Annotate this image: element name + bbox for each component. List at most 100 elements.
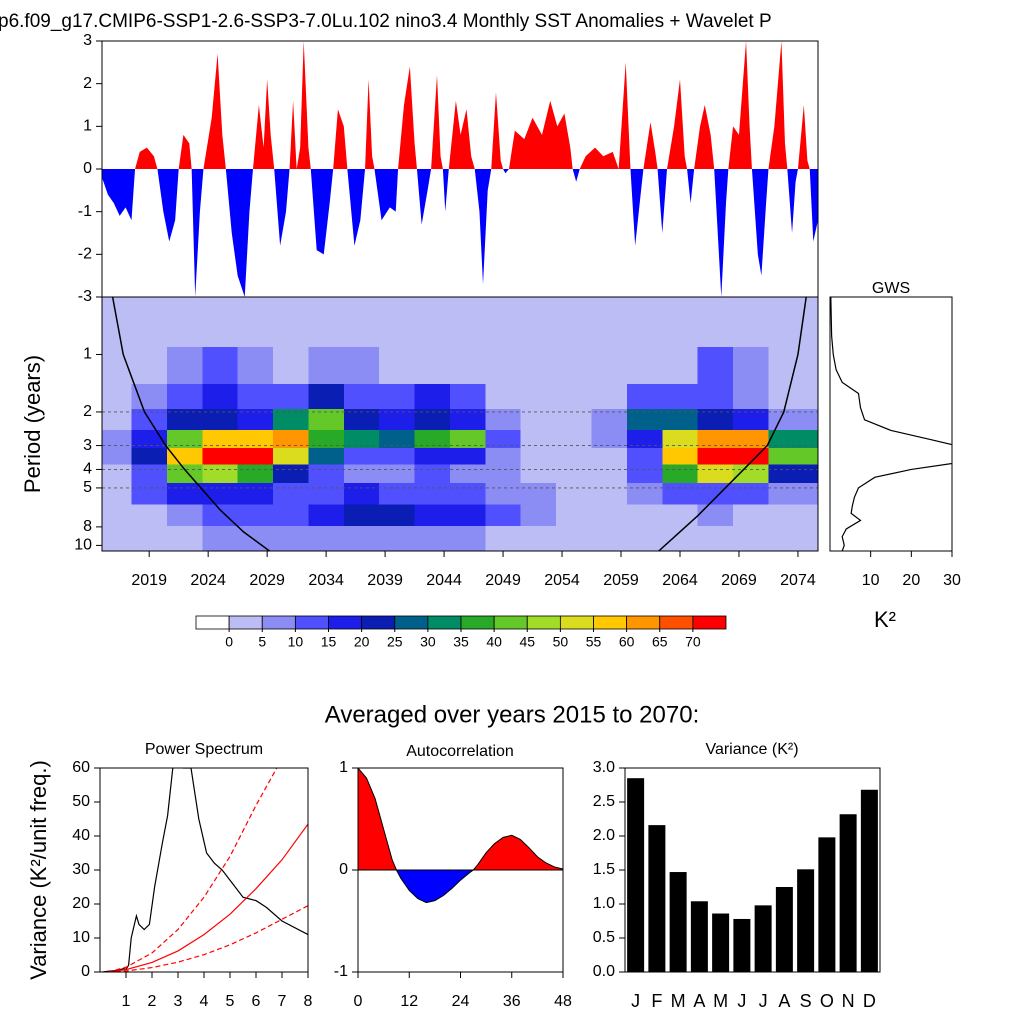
x-tick-label: 2064	[662, 572, 698, 589]
x-tick-label: 2074	[780, 572, 816, 589]
colorbar-label: 55	[586, 634, 602, 650]
bar	[775, 887, 793, 972]
y-tick-label: 40	[72, 827, 90, 844]
x-tick-label: N	[842, 991, 855, 1011]
wavelet-cell	[343, 429, 380, 449]
wavelet-cell	[520, 526, 557, 551]
x-tick-label: 2024	[190, 572, 226, 589]
wavelet-cell	[768, 447, 818, 466]
wavelet-cell	[733, 384, 770, 410]
wavelet-cell	[102, 504, 133, 527]
wavelet-cell	[449, 384, 486, 410]
colorbar-box	[559, 615, 594, 630]
wavelet-cell	[485, 297, 522, 348]
x-tick-label: 2059	[603, 572, 639, 589]
wavelet-cell	[131, 464, 168, 484]
y-tick-label: 2.0	[593, 827, 615, 844]
wavelet-cell	[449, 526, 486, 551]
wavelet-cell	[166, 526, 203, 551]
y-tick-label: 3	[83, 437, 92, 454]
wavelet-cell	[768, 483, 818, 505]
wavelet-cell	[733, 429, 770, 449]
panel-title: Power Spectrum	[145, 741, 263, 758]
wavelet-cell	[626, 409, 663, 431]
wavelet-cell	[520, 409, 557, 431]
wavelet-cell	[697, 347, 734, 385]
wavelet-cell	[591, 526, 628, 551]
wavelet-cell	[768, 384, 818, 410]
wavelet-cell	[626, 504, 663, 527]
colorbar-label: 40	[486, 634, 502, 650]
wavelet-cell	[414, 384, 451, 410]
colorbar-label: 65	[652, 634, 668, 650]
wavelet-cell	[273, 409, 310, 431]
wavelet-cell	[733, 483, 770, 505]
y-tick-label: 10	[72, 929, 90, 946]
colorbar-label: 60	[619, 634, 635, 650]
cone-of-influence	[111, 297, 270, 551]
bar	[839, 814, 857, 972]
wavelet-cell	[556, 504, 593, 527]
wavelet-cell	[697, 526, 734, 551]
wavelet-cell	[768, 297, 818, 348]
y-tick-label: -1	[78, 203, 92, 220]
wavelet-cell	[697, 504, 734, 527]
wavelet-cell	[485, 464, 522, 484]
bar	[860, 789, 878, 972]
wavelet-cell	[414, 297, 451, 348]
wavelet-cell	[626, 464, 663, 484]
colorbar-box	[526, 615, 561, 630]
y-tick-label: 1.0	[593, 895, 615, 912]
wavelet-cell	[102, 447, 133, 466]
x-tick-label: 2039	[367, 572, 403, 589]
wavelet-cell	[414, 447, 451, 466]
plot-area	[102, 768, 308, 972]
x-tick-label: J	[759, 991, 768, 1011]
wavelet-cell	[768, 429, 818, 449]
wavelet-cell	[102, 526, 133, 551]
wavelet-cell	[414, 429, 451, 449]
wavelet-cell	[520, 483, 557, 505]
wavelet-cell	[485, 429, 522, 449]
y-tick-label: 3.0	[593, 759, 615, 776]
wavelet-cell	[273, 464, 310, 484]
wavelet-cell	[591, 464, 628, 484]
wavelet-cell	[591, 483, 628, 505]
panel-title: Autocorrelation	[406, 743, 514, 760]
wavelet-cell	[591, 409, 628, 431]
y-tick-label: 0	[81, 963, 90, 980]
y-tick-label: 30	[72, 861, 90, 878]
wavelet-cell	[273, 483, 310, 505]
wavelet-cell	[768, 526, 818, 551]
wavelet-cell	[414, 347, 451, 385]
bar	[754, 905, 772, 972]
x-tick-label: 36	[503, 993, 521, 1010]
wavelet-cell	[166, 347, 203, 385]
wavelet-cell	[449, 483, 486, 505]
x-tick-label: 2049	[485, 572, 521, 589]
positive-area	[358, 768, 563, 870]
bar	[797, 869, 815, 972]
wavelet-cell	[273, 447, 310, 466]
wavelet-cell	[733, 526, 770, 551]
plot-area	[830, 297, 952, 551]
wavelet-cell	[379, 504, 416, 527]
wavelet-cell	[237, 483, 274, 505]
wavelet-cell	[556, 409, 593, 431]
wavelet-cell	[131, 483, 168, 505]
wavelet-cell	[343, 384, 380, 410]
y-tick-label: 2	[83, 403, 92, 420]
colorbar-box	[328, 615, 363, 630]
spectrum-line	[107, 905, 308, 972]
curve	[358, 768, 563, 904]
plot-area	[102, 297, 818, 551]
x-tick-label: 48	[554, 993, 572, 1010]
wavelet-cell	[102, 429, 133, 449]
y-tick-label: 2	[83, 75, 92, 92]
wavelet-cell	[343, 526, 380, 551]
wavelet-cell	[102, 409, 133, 431]
wavelet-cell	[733, 464, 770, 484]
wavelet-cell	[237, 504, 274, 527]
y-tick-label: 1.5	[593, 861, 615, 878]
